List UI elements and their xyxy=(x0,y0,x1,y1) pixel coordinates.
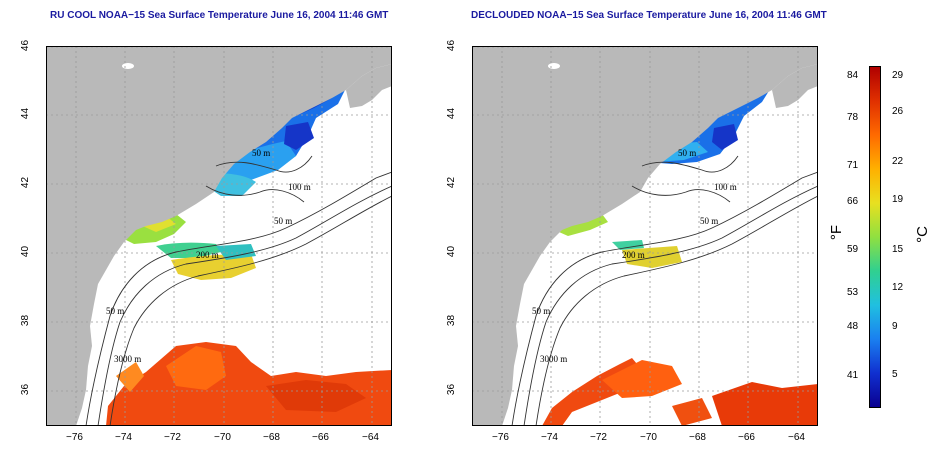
latitude-tick-label: 40 xyxy=(446,245,458,258)
celsius-tick-label: 22 xyxy=(892,156,904,167)
warm-water-patch xyxy=(602,360,682,398)
depth-label: 200 m xyxy=(622,250,645,260)
fahrenheit-unit-label: °F xyxy=(828,224,846,241)
longitude-tick-label: −70 xyxy=(214,432,231,443)
warm-water-patch xyxy=(116,362,144,392)
cold-water-patch xyxy=(284,122,314,150)
mid-temperature-patch xyxy=(156,242,221,258)
temperature-colorbar xyxy=(869,66,881,408)
depth-label: 50 m xyxy=(700,216,718,226)
fahrenheit-tick-label: 53 xyxy=(847,287,859,298)
longitude-tick-label: −76 xyxy=(66,432,83,443)
depth-contour xyxy=(205,185,305,203)
warm-water-patch xyxy=(672,398,712,426)
depth-label: 3000 m xyxy=(114,354,141,364)
depth-label: 3000 m xyxy=(540,354,567,364)
latitude-tick-label: 36 xyxy=(446,383,458,396)
depth-contour xyxy=(511,171,818,426)
right-map-title: DECLOUDED NOAA−15 Sea Surface Temperatur… xyxy=(471,10,827,21)
longitude-tick-label: −76 xyxy=(492,432,509,443)
depth-contour xyxy=(215,155,313,173)
longitude-tick-label: −74 xyxy=(541,432,558,443)
fahrenheit-tick-label: 48 xyxy=(847,321,859,332)
longitude-tick-label: −64 xyxy=(362,432,379,443)
depth-label: 50 m xyxy=(678,148,696,158)
celsius-tick-label: 12 xyxy=(892,282,904,293)
depth-contour xyxy=(523,185,818,426)
fahrenheit-tick-label: 66 xyxy=(847,196,859,207)
warm-water-patch xyxy=(712,382,818,426)
longitude-tick-label: −64 xyxy=(788,432,805,443)
latitude-tick-label: 36 xyxy=(20,383,32,396)
mid-temperature-patch xyxy=(216,244,256,260)
latitude-tick-label: 38 xyxy=(446,314,458,327)
mid-temperature-patch xyxy=(171,254,256,280)
celsius-tick-label: 5 xyxy=(892,369,898,380)
longitude-tick-label: −68 xyxy=(263,432,280,443)
depth-label: 50 m xyxy=(252,148,270,158)
fahrenheit-tick-label: 71 xyxy=(847,160,859,171)
depth-label: 200 m xyxy=(196,250,219,260)
lake-patch xyxy=(122,63,134,69)
celsius-tick-label: 26 xyxy=(892,106,904,117)
mid-temperature-patch xyxy=(612,240,644,250)
depth-label: 50 m xyxy=(532,306,550,316)
longitude-tick-label: −74 xyxy=(115,432,132,443)
depth-label: 50 m xyxy=(106,306,124,316)
latitude-tick-label: 40 xyxy=(20,245,32,258)
warm-water-patch xyxy=(166,346,226,390)
celsius-tick-label: 19 xyxy=(892,194,904,205)
left-sst-map: 50 m 100 m 200 m 50 m 3000 m 50 m xyxy=(46,46,392,426)
celsius-unit-label: °C xyxy=(913,226,931,243)
latitude-tick-label: 44 xyxy=(446,107,458,120)
latitude-tick-label: 42 xyxy=(446,176,458,189)
latitude-tick-label: 44 xyxy=(20,107,32,120)
latitude-tick-label: 46 xyxy=(446,39,458,52)
longitude-tick-label: −66 xyxy=(738,432,755,443)
celsius-tick-label: 15 xyxy=(892,244,904,255)
fahrenheit-tick-label: 59 xyxy=(847,244,859,255)
nova-scotia-land xyxy=(772,64,818,108)
right-sst-map: 50 m 100 m 200 m 50 m 3000 m 50 m xyxy=(472,46,818,426)
celsius-tick-label: 29 xyxy=(892,70,904,81)
left-map-title: RU COOL NOAA−15 Sea Surface Temperature … xyxy=(50,10,389,21)
nova-scotia-land xyxy=(346,64,392,108)
depth-contour xyxy=(97,185,392,426)
fahrenheit-tick-label: 84 xyxy=(847,70,859,81)
depth-label: 100 m xyxy=(288,182,311,192)
depth-contour xyxy=(535,195,818,426)
depth-contour xyxy=(109,195,392,426)
longitude-tick-label: −66 xyxy=(312,432,329,443)
depth-contour xyxy=(641,155,739,173)
fahrenheit-tick-label: 41 xyxy=(847,370,859,381)
latitude-tick-label: 46 xyxy=(20,39,32,52)
latitude-tick-label: 42 xyxy=(20,176,32,189)
longitude-tick-label: −72 xyxy=(164,432,181,443)
latitude-tick-label: 38 xyxy=(20,314,32,327)
longitude-tick-label: −72 xyxy=(590,432,607,443)
fahrenheit-tick-label: 78 xyxy=(847,112,859,123)
depth-label: 100 m xyxy=(714,182,737,192)
celsius-tick-label: 9 xyxy=(892,321,898,332)
cold-water-patch xyxy=(712,124,738,150)
depth-label: 50 m xyxy=(274,216,292,226)
warm-water-patch xyxy=(266,380,366,412)
depth-contour xyxy=(85,171,392,426)
longitude-tick-label: −70 xyxy=(640,432,657,443)
mid-temperature-patch xyxy=(622,246,682,268)
longitude-tick-label: −68 xyxy=(689,432,706,443)
lake-patch xyxy=(548,63,560,69)
depth-contour xyxy=(631,185,731,203)
land-area xyxy=(472,46,818,426)
land-area xyxy=(46,46,392,426)
